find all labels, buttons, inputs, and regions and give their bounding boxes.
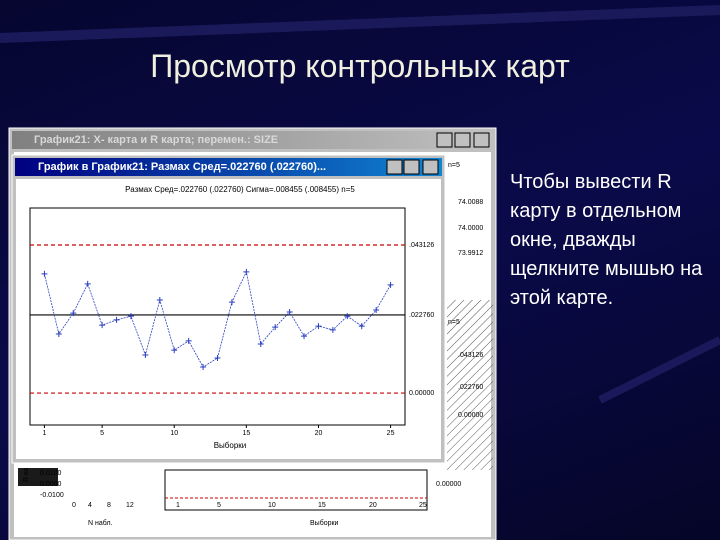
axis-label: 5 [217, 502, 221, 509]
axis-label: 4 [88, 502, 92, 509]
decor [0, 5, 720, 43]
x-tick-label: 20 [315, 430, 323, 437]
data-point [200, 363, 207, 370]
axis-label: -0.0100 [40, 492, 64, 499]
data-point [127, 313, 134, 320]
data-point [214, 355, 221, 362]
axis-label: 15 [318, 502, 326, 509]
x-axis-label: Выборки [214, 441, 247, 450]
control-line-label: .043126 [409, 242, 434, 249]
slide-title: Просмотр контрольных карт [150, 48, 570, 84]
axis-label: 0 [72, 502, 76, 509]
axis-label: n=5 [448, 162, 460, 169]
x-tick-label: 5 [100, 430, 104, 437]
axis-label: 73.9912 [458, 250, 483, 257]
data-point [228, 299, 235, 306]
maximize-button[interactable] [454, 132, 471, 148]
data-point [185, 337, 192, 344]
plot-frame [29, 207, 406, 426]
control-line-label: 0.00000 [409, 390, 434, 397]
data-point [329, 326, 336, 333]
data-point [142, 351, 149, 358]
data-point [41, 270, 48, 277]
minimize-button[interactable] [386, 159, 403, 175]
axis-label: .043126 [458, 352, 483, 359]
data-point [243, 268, 250, 275]
data-point [272, 324, 279, 331]
data-point [344, 313, 351, 320]
axis-label: N набл. [88, 519, 113, 527]
chart-title: Размах Сред=.022760 (.022760) Сигма=.008… [125, 185, 355, 194]
data-point [55, 331, 62, 338]
data-point [315, 323, 322, 330]
data-point [99, 322, 106, 329]
x-tick-label: 1 [42, 430, 46, 437]
axis-label: 0.0000 [40, 481, 62, 488]
data-point [301, 333, 308, 340]
axis-label: R ка [23, 468, 30, 482]
axis-label: 8 [107, 502, 111, 509]
data-point [286, 309, 293, 316]
decor [598, 336, 720, 404]
window-title: График в График21: Размах Сред=.022760 (… [38, 161, 326, 173]
data-point [84, 280, 91, 287]
axis-label: 0.00000 [436, 481, 461, 488]
data-point [387, 281, 394, 288]
close-button[interactable] [422, 159, 439, 175]
axis-label: 20 [369, 502, 377, 509]
window-title: График21: X- карта и R карта; перемен.: … [34, 134, 278, 146]
x-tick-label: 10 [170, 430, 178, 437]
axis-label: n=5 [448, 319, 460, 326]
data-point [358, 323, 365, 330]
data-point [70, 310, 77, 317]
axis-label: 10 [268, 502, 276, 509]
x-tick-label: 15 [242, 430, 250, 437]
axis-label: Выборки [310, 519, 339, 527]
data-point [113, 316, 120, 323]
slide-body: Чтобы вывести R карту в отдельном окне, … [510, 171, 703, 309]
axis-label: 0.0100 [40, 470, 62, 477]
axis-label: 0.00000 [458, 412, 483, 419]
axis-label: 25 [419, 502, 427, 509]
control-line-label: .022760 [409, 312, 434, 319]
data-point [257, 340, 264, 347]
axis-label: 74.0000 [458, 225, 483, 232]
maximize-button[interactable] [403, 159, 420, 175]
axis-label: 74.0088 [458, 199, 483, 206]
data-point [373, 306, 380, 313]
minimize-button[interactable] [436, 132, 453, 148]
axis-label: .022760 [458, 384, 483, 391]
data-point [156, 297, 163, 304]
x-tick-label: 25 [387, 430, 395, 437]
axis-label: 1 [176, 502, 180, 509]
front-window[interactable]: График в График21: Размах Сред=.022760 (… [11, 154, 446, 464]
close-button[interactable] [473, 132, 490, 148]
data-point [171, 347, 178, 354]
axis-label: 12 [126, 502, 134, 509]
